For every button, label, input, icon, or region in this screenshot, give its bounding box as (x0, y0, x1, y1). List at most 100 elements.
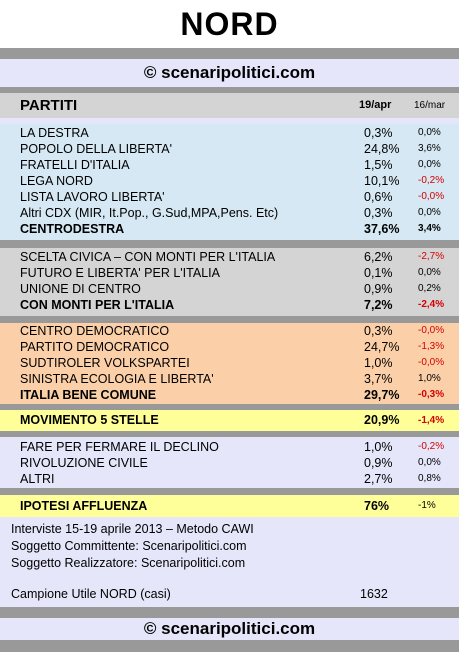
party-name: LEGA NORD (20, 174, 93, 188)
value-change: -0,2% (418, 175, 445, 186)
value-current: 0,3% (364, 206, 393, 220)
party-name: MOVIMENTO 5 STELLE (20, 413, 159, 427)
survey-producer: Soggetto Realizzatore: Scenaripolitici.c… (11, 556, 246, 570)
party-name: FRATELLI D'ITALIA (20, 158, 130, 172)
party-name: ALTRI (20, 472, 55, 486)
party-name: IPOTESI AFFLUENZA (20, 499, 148, 513)
value-current: 20,9% (364, 413, 400, 427)
header-date-previous: 16/mar (414, 100, 446, 111)
value-current: 24,8% (364, 142, 400, 156)
party-name: SCELTA CIVICA – CON MONTI PER L'ITALIA (20, 250, 276, 264)
total-row: ITALIA BENE COMUNE 29,7% -0,3% (0, 387, 459, 403)
separator (0, 404, 459, 410)
separator (0, 488, 459, 495)
party-row: FUTURO E LIBERTA' PER L'ITALIA 0,1% 0,0% (0, 265, 459, 281)
party-row: UNIONE DI CENTRO 0,9% 0,2% (0, 281, 459, 297)
party-row: FRATELLI D'ITALIA 1,5% 0,0% (0, 157, 459, 173)
party-row: Altri CDX (MIR, It.Pop., G.Sud,MPA,Pens.… (0, 205, 459, 221)
party-name: LISTA LAVORO LIBERTA' (20, 190, 165, 204)
value-change: -0,2% (418, 441, 445, 452)
separator (0, 48, 459, 59)
value-current: 29,7% (364, 388, 400, 402)
value-change: -0,0% (418, 191, 445, 202)
value-current: 76% (364, 499, 390, 513)
site-credit-top: © scenaripolitici.com (0, 59, 459, 87)
party-row: LEGA NORD 10,1% -0,2% (0, 173, 459, 189)
value-change: 0,2% (418, 283, 441, 294)
separator (0, 240, 459, 248)
party-name: SUDTIROLER VOLKSPARTEI (20, 356, 190, 370)
party-row: RIVOLUZIONE CIVILE 0,9% 0,0% (0, 455, 459, 471)
value-current: 0,6% (364, 190, 393, 204)
party-row: LISTA LAVORO LIBERTA' 0,6% -0,0% (0, 189, 459, 205)
value-change: 0,0% (418, 159, 441, 170)
value-current: 0,3% (364, 324, 393, 338)
value-current: 6,2% (364, 250, 393, 264)
party-name: LA DESTRA (20, 126, 89, 140)
party-row: POPOLO DELLA LIBERTA' 24,8% 3,6% (0, 141, 459, 157)
party-name: ITALIA BENE COMUNE (20, 388, 157, 402)
value-current: 1,0% (364, 440, 393, 454)
value-change: -1,4% (418, 415, 445, 426)
value-change: -1,3% (418, 341, 445, 352)
site-credit-bottom: © scenaripolitici.com (0, 618, 459, 640)
value-change: 0,0% (418, 267, 441, 278)
value-change: 0,0% (418, 127, 441, 138)
centrodestra-block: LA DESTRA 0,3% 0,0% POPOLO DELLA LIBERTA' 24… (0, 124, 459, 240)
total-row: IPOTESI AFFLUENZA 76% -1% (0, 495, 459, 517)
party-row: CENTRO DEMOCRATICO 0,3% -0,0% (0, 323, 459, 339)
value-change: 1,0% (418, 373, 441, 384)
party-name: RIVOLUZIONE CIVILE (20, 456, 148, 470)
value-change: -0,0% (418, 357, 445, 368)
value-change: 0,0% (418, 207, 441, 218)
value-current: 0,3% (364, 126, 393, 140)
value-change: 0,0% (418, 457, 441, 468)
party-name: CENTRODESTRA (20, 222, 125, 236)
party-row: SCELTA CIVICA – CON MONTI PER L'ITALIA 6,… (0, 249, 459, 265)
survey-method: Interviste 15-19 aprile 2013 – Metodo CA… (11, 522, 254, 536)
value-current: 2,7% (364, 472, 393, 486)
sample-label: Campione Utile NORD (casi) (11, 587, 171, 601)
party-name: Altri CDX (MIR, It.Pop., G.Sud,MPA,Pens.… (20, 206, 279, 220)
party-name: POPOLO DELLA LIBERTA' (20, 142, 172, 156)
affluenza-block: IPOTESI AFFLUENZA 76% -1% (0, 495, 459, 517)
value-change: 3,6% (418, 143, 441, 154)
party-row: ALTRI 2,7% 0,8% (0, 471, 459, 487)
value-current: 1,0% (364, 356, 393, 370)
party-row: FARE PER FERMARE IL DECLINO 1,0% -0,2% (0, 439, 459, 455)
party-name: PARTITO DEMOCRATICO (20, 340, 170, 354)
value-current: 0,9% (364, 456, 393, 470)
party-name: FARE PER FERMARE IL DECLINO (20, 440, 219, 454)
value-change: 0,8% (418, 473, 441, 484)
value-current: 0,1% (364, 266, 393, 280)
header-date-current: 19/apr (359, 99, 392, 111)
italia-bene-comune-block: CENTRO DEMOCRATICO 0,3% -0,0% PARTITO DEMOC… (0, 323, 459, 404)
party-name: UNIONE DI CENTRO (20, 282, 141, 296)
sample-value: 1632 (360, 587, 388, 601)
total-row: CON MONTI PER L'ITALIA 7,2% -2,4% (0, 297, 459, 313)
separator (0, 640, 459, 652)
page-title: NORD (0, 0, 459, 48)
party-name: CON MONTI PER L'ITALIA (20, 298, 175, 312)
survey-info: Interviste 15-19 aprile 2013 – Metodo CA… (0, 517, 459, 607)
value-current: 0,9% (364, 282, 393, 296)
total-row: CENTRODESTRA 37,6% 3,4% (0, 221, 459, 237)
separator (0, 431, 459, 437)
altri-block: FARE PER FERMARE IL DECLINO 1,0% -0,2% RIVO… (0, 437, 459, 488)
header-label: PARTITI (20, 97, 78, 114)
value-current: 7,2% (364, 298, 393, 312)
total-row: MOVIMENTO 5 STELLE 20,9% -1,4% (0, 410, 459, 431)
value-current: 10,1% (364, 174, 400, 188)
separator (0, 607, 459, 618)
m5s-block: MOVIMENTO 5 STELLE 20,9% -1,4% (0, 410, 459, 431)
party-name: FUTURO E LIBERTA' PER L'ITALIA (20, 266, 220, 280)
value-change: -2,7% (418, 251, 445, 262)
party-name: SINISTRA ECOLOGIA E LIBERTA' (20, 372, 214, 386)
table-header: PARTITI 19/apr 16/mar (0, 93, 459, 118)
value-change: 3,4% (418, 223, 441, 234)
value-change: -2,4% (418, 299, 445, 310)
party-name: CENTRO DEMOCRATICO (20, 324, 170, 338)
party-row: SINISTRA ECOLOGIA E LIBERTA' 3,7% 1,0% (0, 371, 459, 387)
party-row: LA DESTRA 0,3% 0,0% (0, 125, 459, 141)
